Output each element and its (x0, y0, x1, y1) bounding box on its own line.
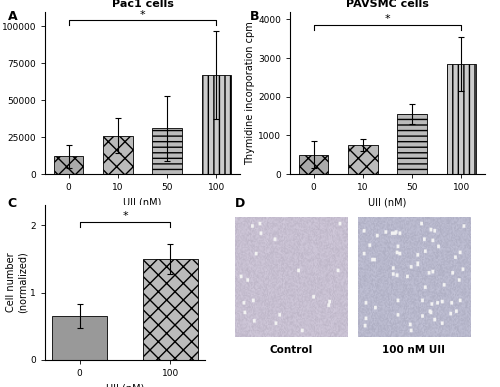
Bar (299, 155, 328, 174)
Bar (398, 114, 427, 174)
Bar (103, 136, 132, 174)
Bar (152, 128, 182, 174)
Text: *: * (384, 14, 390, 24)
X-axis label: UII (nM): UII (nM) (124, 198, 162, 208)
Text: 100 nM UII: 100 nM UII (382, 345, 446, 355)
Bar (446, 64, 476, 174)
Bar (348, 145, 378, 174)
Title: PAVSMC cells: PAVSMC cells (346, 0, 429, 9)
Title: Pac1 cells: Pac1 cells (112, 0, 174, 9)
Bar (54, 156, 84, 174)
X-axis label: UII (nM): UII (nM) (106, 384, 144, 387)
Text: D: D (235, 197, 245, 211)
Y-axis label: Cell number
(normalized): Cell number (normalized) (6, 252, 28, 313)
Bar (52, 316, 107, 360)
Y-axis label: Thymidine incorporation cpm: Thymidine incorporation cpm (245, 21, 255, 165)
X-axis label: UII (nM): UII (nM) (368, 198, 406, 208)
Text: A: A (8, 10, 17, 23)
Bar (202, 75, 231, 174)
Text: B: B (250, 10, 260, 23)
Text: *: * (122, 211, 128, 221)
Text: Control: Control (270, 345, 313, 355)
Bar (143, 259, 198, 360)
Text: *: * (140, 10, 145, 20)
Text: C: C (8, 197, 16, 211)
